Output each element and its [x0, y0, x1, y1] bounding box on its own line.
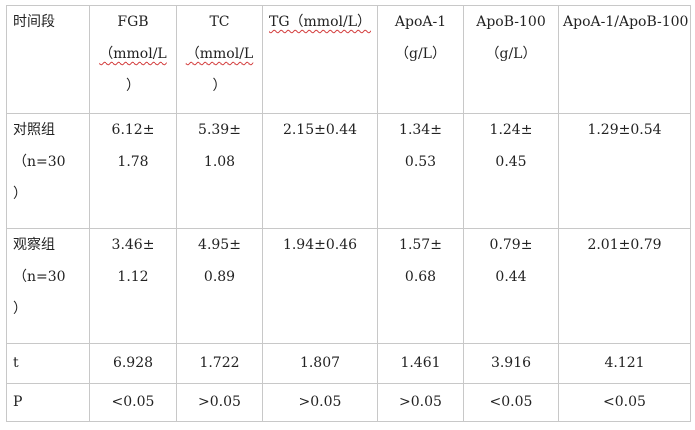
cell-line: 1.94±0.46: [282, 237, 358, 254]
cell-t-apob100: 3.916: [463, 343, 559, 384]
row-t: t 6.928 1.722 1.807 1.461 3.916 4.121: [6, 343, 691, 384]
cell-observation-ratio: 2.01±0.79: [558, 228, 691, 345]
header-cell-tg: TG（mmol/L）: [262, 5, 378, 114]
cell-p-fgb: <0.05: [89, 382, 177, 423]
cell-line: ApoA-1/ApoB-100: [563, 14, 689, 30]
header-cell-ratio: ApoA-1/ApoB-100: [558, 5, 691, 114]
cell-line: 1.29±0.54: [587, 121, 662, 138]
cell-control-tc: 5.39± 1.08: [176, 112, 263, 230]
cell-line: 对照组: [13, 121, 55, 138]
cell-line: 1.57±: [399, 237, 442, 254]
cell-line: 时间段: [13, 14, 55, 30]
cell-t-tc: 1.722: [176, 343, 263, 384]
cell-control-tg: 2.15±0.44: [262, 112, 378, 230]
cell-p-tc: >0.05: [176, 382, 263, 423]
cell-t-fgb: 6.928: [89, 343, 177, 384]
row-label-p: P: [6, 382, 90, 423]
cell-line: 1.08: [203, 153, 236, 170]
cell-line: （mmol/L: [99, 46, 167, 62]
cell-line: TC: [209, 14, 230, 30]
cell-line: 5.39±: [198, 121, 241, 138]
row-p: P <0.05 >0.05 >0.05 >0.05 <0.05 <0.05: [6, 382, 691, 423]
cell-line: 0.68: [404, 269, 437, 286]
cell-line: （n=30: [13, 269, 66, 286]
cell-line: 4.95±: [198, 237, 241, 254]
cell-p-tg: >0.05: [262, 382, 378, 423]
cell-control-fgb: 6.12± 1.78: [89, 112, 177, 230]
cell-observation-tg: 1.94±0.46: [262, 228, 378, 345]
cell-observation-apob100: 0.79± 0.44: [463, 228, 559, 345]
header-cell-period: 时间段: [6, 5, 90, 114]
cell-line: ）: [126, 78, 140, 94]
cell-line: 2.15±0.44: [282, 121, 358, 138]
header-cell-fgb: FGB （mmol/L ）: [89, 5, 177, 114]
cell-control-ratio: 1.29±0.54: [558, 112, 691, 230]
cell-line: TG（mmol/L）: [269, 14, 371, 30]
cell-t-apoa1: 1.461: [377, 343, 464, 384]
cell-line: ）: [13, 301, 27, 318]
cell-line: （n=30: [13, 153, 66, 170]
cell-p-apob100: <0.05: [463, 382, 559, 423]
row-control: 对照组 （n=30） 6.12± 1.78 5.39± 1.08 2.15±0.44 …: [6, 112, 691, 230]
header-row: 时间段 FGB （mmol/L ） TC （mmol/L ） TG（mmol/L） Ap…: [6, 5, 691, 114]
cell-line: 3.46±: [111, 237, 155, 254]
cell-line: （g/L）: [485, 46, 537, 62]
header-cell-apob100: ApoB-100 （g/L）: [463, 5, 559, 114]
cell-line: 2.01±0.79: [587, 237, 662, 254]
cell-line: 1.34±: [399, 121, 442, 138]
cell-control-apob100: 1.24± 0.45: [463, 112, 559, 230]
header-cell-tc: TC （mmol/L ）: [176, 5, 263, 114]
cell-line: 观察组: [13, 237, 55, 254]
cell-line: ApoB-100: [476, 14, 546, 30]
cell-p-ratio: <0.05: [558, 382, 691, 423]
cell-observation-apoa1: 1.57± 0.68: [377, 228, 464, 345]
cell-line: 0.44: [495, 269, 527, 286]
cell-observation-fgb: 3.46± 1.12: [89, 228, 177, 345]
cell-line: 1.24±: [489, 121, 533, 138]
row-label-control: 对照组 （n=30 ）: [6, 112, 90, 230]
cell-line: 0.53: [404, 153, 437, 170]
cell-line: （mmol/L: [185, 46, 254, 62]
cell-line: 0.89: [203, 269, 236, 286]
row-observation: 观察组 （n=30） 3.46± 1.12 4.95± 0.89 1.94±0.46 …: [6, 228, 691, 345]
cell-line: ）: [13, 185, 27, 202]
cell-line: ApoA-1: [394, 14, 447, 30]
cell-line: 6.12±: [111, 121, 155, 138]
cell-t-tg: 1.807: [262, 343, 378, 384]
data-table: 时间段 FGB （mmol/L ） TC （mmol/L ） TG（mmol/L） Ap…: [6, 5, 691, 423]
cell-t-ratio: 4.121: [558, 343, 691, 384]
cell-line: 1.78: [117, 153, 149, 170]
cell-line: （g/L）: [395, 46, 446, 62]
cell-line: ）: [212, 78, 227, 94]
cell-line: 1.12: [117, 269, 149, 286]
cell-p-apoa1: >0.05: [377, 382, 464, 423]
cell-line: 0.79±: [489, 237, 533, 254]
row-label-t: t: [6, 343, 90, 384]
cell-line: FGB: [117, 14, 149, 30]
cell-observation-tc: 4.95± 0.89: [176, 228, 263, 345]
cell-control-apoa1: 1.34± 0.53: [377, 112, 464, 230]
cell-line: 0.45: [495, 153, 527, 170]
row-label-observation: 观察组 （n=30 ）: [6, 228, 90, 345]
header-cell-apoa1: ApoA-1 （g/L）: [377, 5, 464, 114]
